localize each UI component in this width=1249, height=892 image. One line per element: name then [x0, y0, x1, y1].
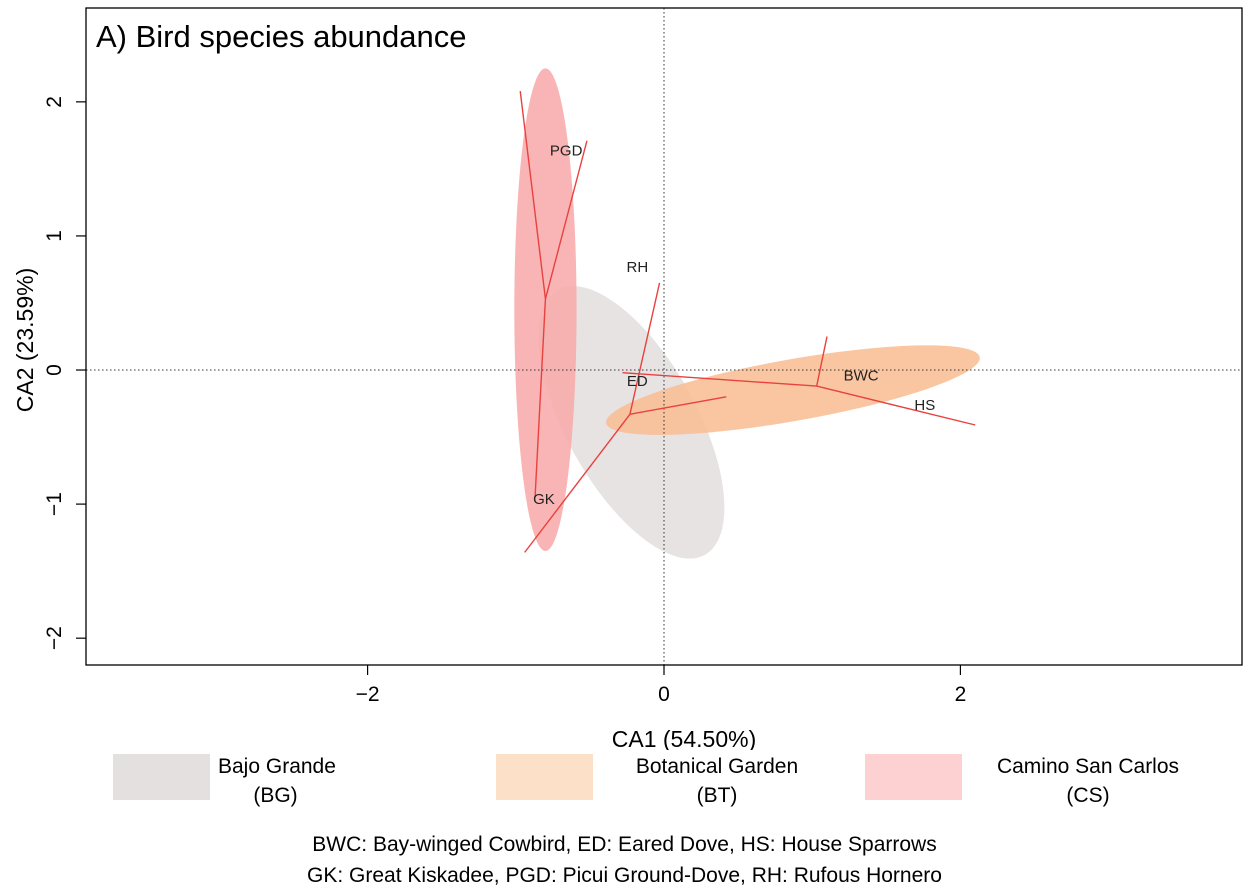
spoke-botanical-garden-1: [815, 336, 828, 387]
legend-label-bajo-grande: Bajo Grande (BG): [218, 752, 336, 810]
legend-label-line2: (BG): [253, 784, 298, 807]
footnote-line-1: BWC: Bay-winged Cowbird, ED: Eared Dove,…: [312, 833, 937, 856]
legend-swatch-botanical-garden: [496, 754, 593, 800]
legend-swatch-camino-san-carlos: [865, 754, 962, 800]
legend-label-line1: Botanical Garden: [635, 755, 799, 778]
spoke-bajo-grande-2: [629, 282, 661, 415]
x-axis: −2 0 2: [356, 665, 967, 706]
x-axis-title: CA1 (54.50%): [612, 726, 756, 750]
legend-label-botanical-garden: Botanical Garden (BT): [602, 752, 832, 810]
species-label-rh: RH: [626, 259, 648, 276]
spoke-bajo-grande-0: [629, 396, 727, 415]
y-axis-title: CA2 (23.59%): [12, 268, 38, 412]
y-tick-label: −2: [43, 626, 66, 650]
legend-swatch-bajo-grande: [113, 754, 210, 800]
legend-label-line1: Camino San Carlos: [996, 755, 1180, 778]
y-tick-label: 1: [43, 230, 66, 242]
spoke-camino-san-carlos-2: [534, 298, 547, 498]
footnote-line-2: GK: Great Kiskadee, PGD: Picui Ground-Do…: [307, 864, 942, 887]
legend-label-line2: (CS): [1066, 784, 1110, 807]
ellipse-botanical-garden: [606, 345, 980, 435]
spoke-botanical-garden-0: [816, 385, 976, 426]
ca-biplot: PGD RH ED BWC HS GK A) Bird species abundance…: [12, 7, 1243, 750]
legend-item-bajo-grande: Bajo Grande (BG): [113, 752, 413, 812]
legend-label-camino-san-carlos: Camino San Carlos (CS): [973, 752, 1203, 810]
species-label-bwc: BWC: [844, 368, 879, 385]
legend-label-line2: (BT): [696, 784, 738, 807]
spoke-botanical-garden-2: [622, 372, 817, 387]
y-axis: −2 −1 0 1 2: [43, 96, 86, 650]
x-tick-label: 0: [658, 683, 670, 706]
legend-item-botanical-garden: Botanical Garden (BT): [496, 752, 856, 812]
species-label-ed: ED: [627, 373, 648, 390]
spoke-camino-san-carlos-0: [519, 91, 547, 300]
species-label-pgd: PGD: [550, 142, 583, 159]
legend-item-camino-san-carlos: Camino San Carlos (CS): [865, 752, 1249, 812]
species-label-hs: HS: [914, 397, 935, 414]
y-tick-label: 0: [43, 364, 66, 376]
panel-title: A) Bird species abundance: [96, 19, 467, 54]
x-tick-label: −2: [356, 683, 380, 706]
legend: Bajo Grande (BG) Botanical Garden (BT) C…: [0, 752, 1249, 822]
spoke-bajo-grande-1: [524, 413, 631, 553]
x-tick-label: 2: [955, 683, 967, 706]
y-tick-label: −1: [43, 492, 66, 516]
reference-lines: [86, 8, 1242, 665]
y-tick-label: 2: [43, 96, 66, 108]
legend-label-line1: Bajo Grande: [218, 755, 336, 778]
spokes-layer: [519, 91, 976, 553]
species-labels-layer: PGD RH ED BWC HS GK: [533, 142, 935, 508]
spoke-camino-san-carlos-1: [544, 140, 588, 300]
species-label-gk: GK: [533, 491, 555, 508]
